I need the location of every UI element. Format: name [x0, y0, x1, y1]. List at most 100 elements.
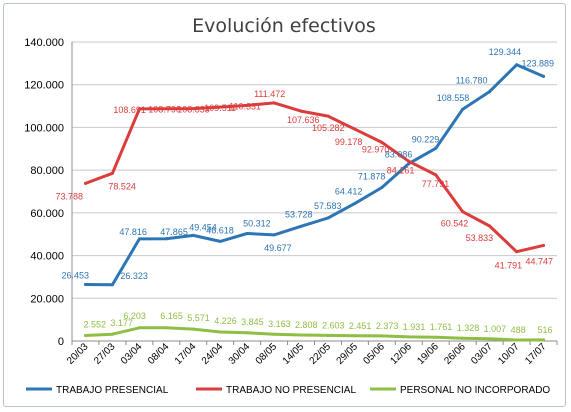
data-label: 49.454 [189, 222, 217, 232]
data-label: 3.163 [268, 319, 291, 329]
y-tick-label: 0 [58, 336, 64, 348]
data-label: 47.816 [119, 227, 147, 237]
data-point [515, 250, 519, 254]
y-tick-label: 140.000 [24, 37, 64, 49]
data-point [218, 330, 222, 334]
x-tick-label: 24/04 [200, 341, 226, 367]
data-point [191, 327, 195, 331]
x-tick-label: 26/06 [442, 341, 468, 367]
data-label: 110.331 [229, 101, 261, 111]
data-label: 123.889 [522, 58, 555, 68]
data-label: 109.511 [204, 103, 236, 113]
data-point [326, 216, 330, 220]
y-tick-label: 20.000 [30, 293, 64, 305]
data-label: 71.878 [358, 171, 386, 181]
data-point [326, 333, 330, 337]
data-label: 26.323 [120, 271, 148, 281]
y-tick-label: 40.000 [30, 251, 64, 263]
data-point [299, 224, 303, 228]
data-label: 47.865 [160, 227, 188, 237]
data-point [299, 333, 303, 337]
data-point [110, 332, 114, 336]
x-tick-label: 10/07 [496, 341, 522, 367]
data-label: 5.571 [187, 313, 210, 323]
data-point [272, 332, 276, 336]
data-point [515, 63, 519, 67]
data-label: 84.161 [387, 165, 415, 175]
data-label: 1.007 [484, 324, 507, 334]
x-axis: 20/03 27/03 03/04 08/04 17/04 24/04 30/04 08/05… [65, 340, 558, 367]
data-point [137, 107, 141, 111]
data-point [542, 74, 546, 78]
data-label: 4.226 [214, 316, 237, 326]
x-tick-label: 17/04 [173, 341, 199, 367]
data-label: 41.791 [495, 261, 523, 271]
data-label: 73.788 [55, 191, 83, 201]
data-point [407, 335, 411, 339]
data-point [83, 283, 87, 287]
data-point [434, 335, 438, 339]
series-lines [83, 63, 546, 342]
data-label: 2.603 [322, 320, 345, 330]
data-point [461, 107, 465, 111]
data-label: 2.552 [83, 320, 106, 330]
x-tick-label: 08/04 [146, 341, 172, 367]
x-tick-label: 08/05 [254, 341, 280, 367]
data-label: 57.583 [314, 201, 342, 211]
data-point [542, 243, 546, 247]
data-point [353, 127, 357, 131]
data-label: 44.747 [526, 256, 554, 266]
data-label: 108.558 [437, 93, 470, 103]
data-point [272, 101, 276, 105]
data-label: 129.344 [489, 47, 522, 57]
data-point [434, 146, 438, 150]
data-point [434, 173, 438, 177]
data-point [137, 326, 141, 330]
data-label: 116.780 [456, 76, 488, 86]
series-line [84, 63, 545, 287]
data-point [245, 103, 249, 107]
data-point [191, 107, 195, 111]
data-point [353, 334, 357, 338]
legend-label: TRABAJO NO PRESENCIAL [226, 385, 356, 396]
data-point [407, 159, 411, 163]
y-tick-label: 80.000 [30, 165, 64, 177]
x-tick-label: 17/07 [523, 341, 549, 367]
data-label: 77.791 [422, 179, 450, 189]
data-label: 105.282 [312, 123, 345, 133]
data-point [164, 107, 168, 111]
data-label: 26.453 [61, 271, 89, 281]
series-line [84, 101, 545, 254]
data-label: 90.229 [412, 134, 440, 144]
x-tick-label: 12/06 [388, 341, 414, 367]
data-label: 108.833 [177, 105, 210, 115]
data-point [245, 232, 249, 236]
data-label: 111.472 [254, 89, 285, 99]
data-label: 46.618 [206, 225, 234, 235]
data-point [83, 334, 87, 338]
data-label: 2.451 [349, 321, 372, 331]
data-point [218, 239, 222, 243]
x-tick-label: 22/05 [308, 341, 334, 367]
y-axis: 0 20.000 40.000 60.000 80.000 100.000 120.000 1… [24, 37, 73, 348]
legend: TRABAJO PRESENCIAL TRABAJO NO PRESENCIAL P… [26, 385, 550, 396]
data-label: 64.412 [335, 186, 363, 196]
data-point [137, 237, 141, 241]
data-label: 3.845 [241, 317, 264, 327]
data-label: 6.203 [123, 311, 146, 321]
data-point [461, 210, 465, 214]
data-label: 50.312 [243, 219, 271, 229]
data-point [488, 90, 492, 94]
data-point [380, 140, 384, 144]
data-point [110, 171, 114, 175]
x-tick-label: 20/03 [65, 341, 91, 367]
x-tick-label: 03/04 [119, 341, 145, 367]
data-label: 108.790 [148, 105, 181, 115]
x-tick-label: 03/07 [469, 341, 495, 367]
data-label: 516 [538, 325, 553, 335]
data-point [326, 114, 330, 118]
data-label: 92.970 [362, 144, 390, 154]
data-label: 78.524 [108, 181, 136, 191]
y-tick-label: 60.000 [30, 208, 64, 220]
